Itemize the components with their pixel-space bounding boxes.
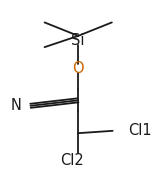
Text: Si: Si — [71, 33, 85, 48]
Text: O: O — [72, 61, 84, 76]
Text: Cl2: Cl2 — [60, 153, 84, 168]
Text: N: N — [11, 98, 22, 113]
Text: Cl1: Cl1 — [128, 123, 152, 138]
